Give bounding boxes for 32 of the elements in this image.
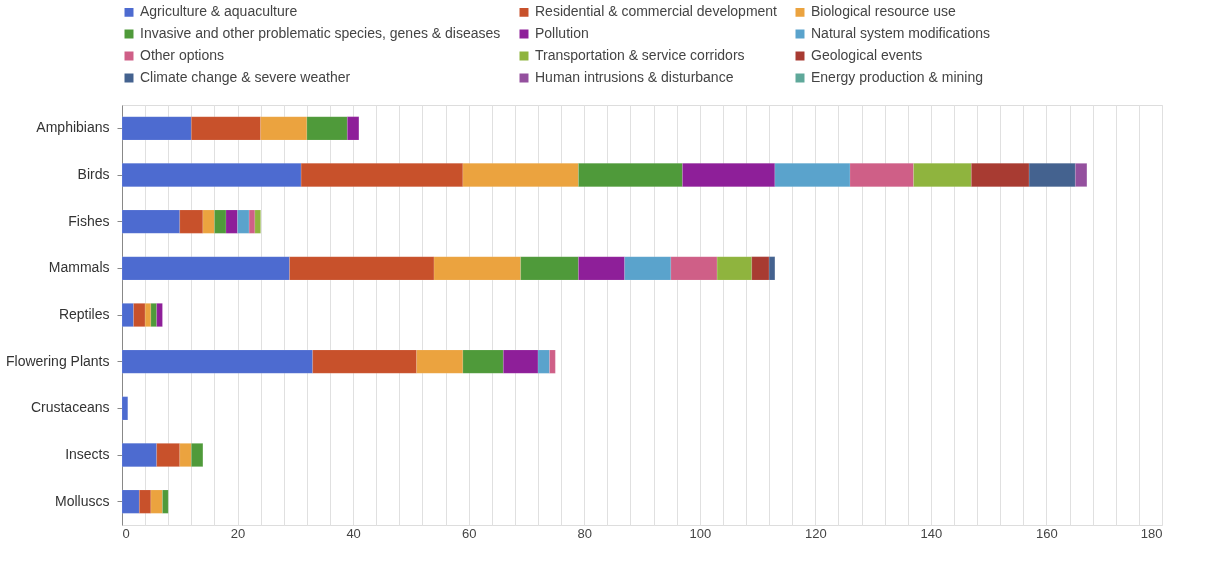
legend-label: Pollution (535, 25, 589, 41)
bar (121, 396, 129, 421)
x-tick-label: 140 (920, 525, 943, 541)
legend-label: Geological events (811, 47, 923, 63)
legend-label: Human intrusions & disturbance (535, 69, 734, 85)
legend-label: Transportation & service corridors (535, 47, 745, 63)
y-tick-label: Flowering Plants (6, 352, 110, 369)
y-tick-label: Amphibians (36, 119, 110, 136)
x-tick-label: 100 (689, 525, 712, 541)
legend-label: Invasive and other problematic species, genes & diseases (140, 25, 501, 41)
x-tick-label: 60 (461, 525, 477, 541)
y-tick-label: Birds (77, 166, 110, 182)
legend-label: Climate change & severe weather (140, 69, 351, 85)
x-tick-label: 180 (1140, 525, 1163, 541)
legend-label: Agriculture & aquaculture (140, 3, 298, 20)
y-tick-label: Fishes (68, 212, 110, 229)
legend-label: Residential & commercial development (535, 3, 778, 20)
y-tick-label: Molluscs (55, 492, 110, 509)
x-tick-label: 120 (804, 525, 827, 541)
x-tick-label: 40 (346, 525, 361, 541)
x-tick-label: 160 (1036, 525, 1058, 541)
y-tick-label: Insects (65, 446, 110, 462)
legend-label: Energy production & mining (811, 69, 983, 85)
x-tick-label: 0 (122, 525, 130, 541)
x-tick-label: 20 (230, 525, 246, 541)
legend-label: Other options (140, 47, 225, 63)
x-tick-label: 80 (577, 525, 592, 541)
legend-label: Biological resource use (811, 3, 956, 20)
legend-label: Natural system modifications (811, 25, 990, 41)
y-tick-label: Reptiles (58, 306, 110, 322)
y-tick-label: Mammals (48, 259, 110, 276)
y-tick-label: Crustaceans (30, 399, 110, 416)
